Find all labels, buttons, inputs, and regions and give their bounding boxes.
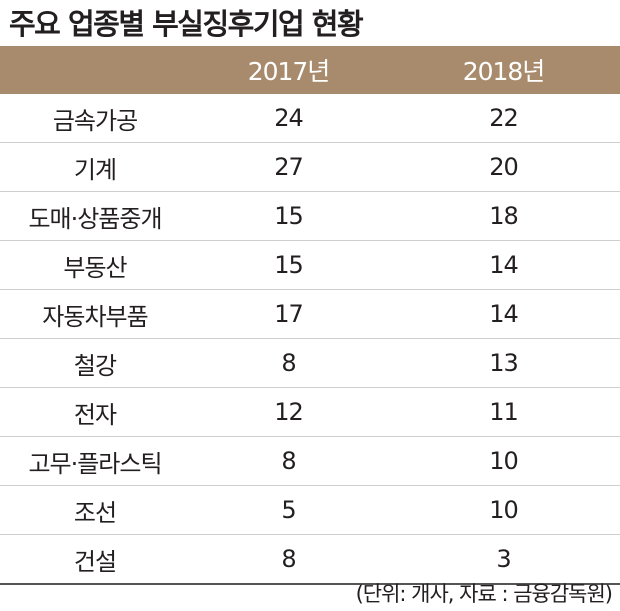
row-value-2018: 14 <box>489 251 519 279</box>
row-value-2018: 13 <box>489 349 519 377</box>
row-value-2018: 22 <box>489 104 519 132</box>
table-row: 철강 8 13 <box>0 339 620 388</box>
header-2018: 2018년 <box>462 57 546 86</box>
row-value-2018: 10 <box>489 496 519 524</box>
row-category: 철강 <box>73 351 117 380</box>
table-row: 조선 5 10 <box>0 486 620 535</box>
row-category: 금속가공 <box>52 106 138 135</box>
row-value-2018: 10 <box>489 447 519 475</box>
table-header-row: 2017년 2018년 <box>0 46 620 94</box>
table-row: 도매·상품중개 15 18 <box>0 192 620 241</box>
row-value-2018: 3 <box>496 545 511 573</box>
row-value-2018: 18 <box>489 202 519 230</box>
row-category: 전자 <box>73 400 117 429</box>
row-category: 고무·플라스틱 <box>28 449 162 478</box>
row-value-2017: 15 <box>274 251 304 279</box>
row-category: 도매·상품중개 <box>28 204 162 233</box>
row-category: 기계 <box>73 155 117 184</box>
row-value-2017: 8 <box>281 447 296 475</box>
row-value-2018: 20 <box>489 153 519 181</box>
header-2017: 2017년 <box>247 57 331 86</box>
table-row: 금속가공 24 22 <box>0 94 620 143</box>
table-body: 금속가공 24 22 기계 27 20 도매·상품중개 15 18 부동산 15 14 자동차부품 17 1… <box>0 94 620 583</box>
data-table: 2017년 2018년 금속가공 24 22 기계 27 20 도매·상품중개 15 18 부동산… <box>0 46 620 585</box>
row-value-2017: 27 <box>274 153 304 181</box>
row-value-2018: 14 <box>489 300 519 328</box>
row-value-2017: 8 <box>281 545 296 573</box>
table-row: 부동산 15 14 <box>0 241 620 290</box>
source-note: (단위: 개사, 자료 : 금융감독원) <box>355 582 613 606</box>
row-value-2017: 8 <box>281 349 296 377</box>
row-value-2017: 24 <box>274 104 304 132</box>
row-value-2017: 12 <box>274 398 304 426</box>
row-value-2017: 17 <box>274 300 304 328</box>
table-row: 건설 8 3 <box>0 535 620 583</box>
row-value-2017: 15 <box>274 202 304 230</box>
row-value-2017: 5 <box>281 496 296 524</box>
table-row: 기계 27 20 <box>0 143 620 192</box>
row-category: 조선 <box>73 498 117 527</box>
table-row: 고무·플라스틱 8 10 <box>0 437 620 486</box>
page-title: 주요 업종별 부실징후기업 현황 <box>9 7 364 41</box>
table-row: 전자 12 11 <box>0 388 620 437</box>
row-category: 건설 <box>73 547 117 576</box>
row-category: 자동차부품 <box>42 302 148 331</box>
row-value-2018: 11 <box>489 398 519 426</box>
table-row: 자동차부품 17 14 <box>0 290 620 339</box>
row-category: 부동산 <box>63 253 127 282</box>
